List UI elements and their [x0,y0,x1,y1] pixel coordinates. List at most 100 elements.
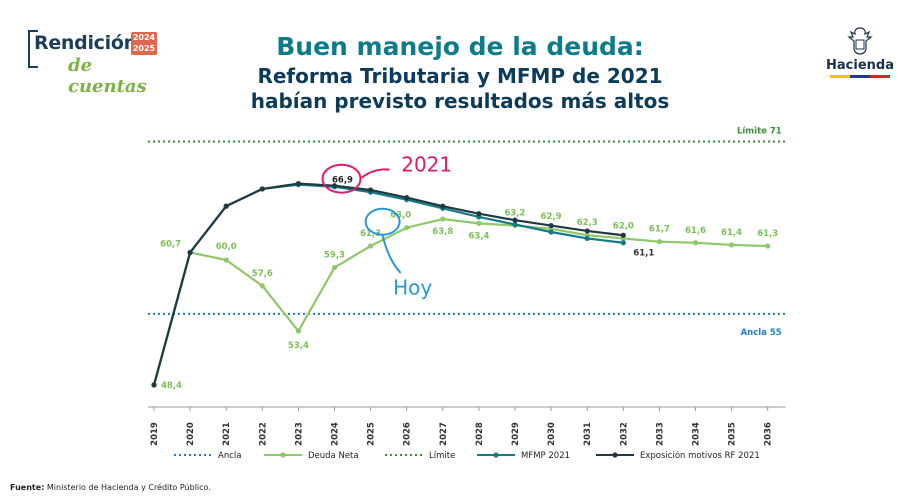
x-tick-label: 2019 [150,422,160,446]
series-line-0 [152,217,768,386]
series-point-2 [368,187,374,193]
reference-label-ancla: Ancla 55 [741,328,782,338]
legend-marker [612,452,618,458]
logo-line2: de cuentas [68,55,147,97]
series-point-0 [223,257,229,263]
data-label-deuda-neta: 57,6 [252,269,273,279]
x-tick-label: 2035 [728,422,738,446]
x-tick-label: 2024 [331,422,341,446]
legend-label: Exposición motivos RF 2021 [640,450,760,461]
series-point-2 [259,186,265,192]
annotation-circle-2021 [321,163,362,194]
data-label-deuda-neta: 53,4 [288,341,309,351]
legend-label: Ancla [218,451,241,461]
hacienda-label: Hacienda [826,58,894,73]
x-tick-label: 2021 [222,422,232,446]
series-point-2 [476,211,482,217]
series-point-2 [331,183,338,189]
data-label-deuda-neta: 62,9 [541,212,562,222]
logo-line1: Rendición [34,32,137,54]
series-point-1 [512,221,518,228]
x-tick-label: 2022 [258,422,268,446]
data-label-deuda-neta: 63,8 [432,227,453,237]
title-line2: Reforma Tributaria y MFMP de 2021 [257,64,663,88]
series-point-1 [620,240,626,246]
data-label-deuda-neta: 61,4 [721,228,742,238]
hacienda-logo: Hacienda [820,26,900,86]
legend-marker [280,452,286,458]
series-line-2 [152,182,624,386]
x-tick-label: 2029 [511,422,521,446]
legend-label: MFMP 2021 [521,451,570,461]
data-label-deuda-neta: 62,0 [613,221,634,231]
logo-bracket [28,30,38,68]
legend-label: Deuda Neta [308,451,359,461]
data-label-deuda-neta: 59,3 [324,251,345,261]
series-point-0 [368,243,374,249]
x-tick-label: 2023 [294,422,304,446]
x-tick-label: 2031 [583,422,593,446]
x-tick-label: 2028 [475,422,485,446]
series-point-2 [512,217,518,223]
annotation-2021: 2021 [401,153,452,177]
series-point-2 [620,232,626,238]
data-label-deuda-neta: 48,4 [161,381,182,391]
annotation-arrow-hoy [381,235,402,274]
source-footer: Fuente: Ministerio de Hacienda y Crédito… [10,483,211,492]
series-point-1 [548,229,554,235]
legend-label: Límite [429,451,455,461]
x-tick-label: 2026 [403,422,413,446]
x-tick-label: 2030 [547,422,557,446]
series-point-0 [331,264,338,271]
series-point-0 [729,242,735,248]
title-line3: habían previsto resultados más altos [250,89,670,113]
reference-label-límite: Límite 71 [737,127,782,137]
x-tick-label: 2034 [692,422,702,446]
data-label-deuda-neta: 60,7 [160,239,181,249]
series-point-2 [584,228,590,234]
data-label-exposicion: 66,9 [332,176,353,186]
data-label-deuda-neta: 61,6 [685,226,706,236]
series-point-2 [187,249,193,256]
series-point-0 [404,225,410,231]
data-label-mfmp: 61,1 [633,248,654,258]
annotation-arrow-2021 [360,168,390,179]
x-tick-label: 2027 [439,422,449,446]
series-point-1 [584,235,590,242]
data-label-deuda-neta: 63,2 [505,209,526,219]
series-point-2 [295,180,301,187]
legend-marker [493,452,499,458]
source-text: Ministerio de Hacienda y Crédito Público… [46,483,211,492]
annotation-circle-hoy [364,207,401,236]
data-label-deuda-neta: 61,3 [757,229,778,239]
series-point-0 [476,220,482,226]
data-label-deuda-neta: 63,4 [468,231,489,241]
rendicion-de-cuentas-logo: Rendición 2024 2025 de cuentas [28,30,160,97]
source-label: Fuente: [10,483,45,492]
series-point-2 [548,222,554,229]
x-tick-label: 2032 [619,422,629,446]
data-label-deuda-neta: 63,0 [390,211,411,221]
flag-bar [830,75,890,78]
series-point-0 [656,239,663,245]
series-point-2 [440,203,446,209]
series-point-2 [151,382,157,388]
series-point-0 [692,240,699,246]
annotation-hoy: Hoy [393,275,432,299]
title-line1: Buen manejo de la deuda: [276,32,644,61]
coat-of-arms-icon [847,27,873,55]
series-point-2 [223,203,229,209]
x-tick-label: 2033 [655,422,665,446]
x-tick-label: 2020 [186,422,196,446]
x-tick-label: 2036 [764,422,774,446]
series-point-2 [404,194,410,201]
series-point-0 [440,216,446,222]
data-label-deuda-neta: 61,3 [360,229,381,239]
series-point-0 [259,283,265,289]
x-tick-label: 2025 [367,422,377,446]
series-point-0 [295,328,301,334]
data-label-deuda-neta: 60,0 [216,242,237,252]
series-point-0 [765,243,771,249]
data-label-deuda-neta: 61,7 [649,225,670,235]
